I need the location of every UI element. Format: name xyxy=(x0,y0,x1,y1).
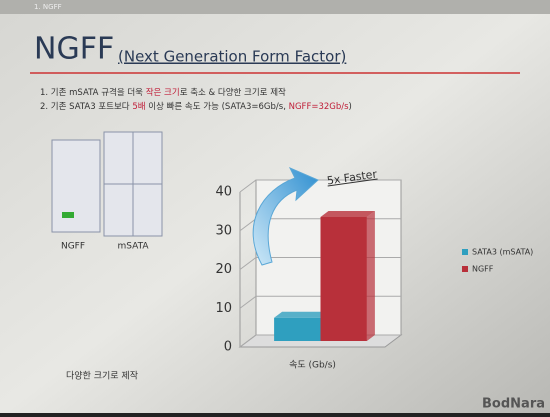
bullet-part: 로 축소 & 다양한 크기로 제작 xyxy=(180,87,286,98)
image-label: mSATA xyxy=(117,242,149,252)
y-tick-label: 40 xyxy=(215,185,232,200)
x-tick-label: 속도 (Gb/s) xyxy=(289,360,336,371)
image-caption: 다양한 크기로 제작 xyxy=(66,371,138,382)
bullet-part: 작은 크기 xyxy=(146,87,180,98)
bullet-part: NGFF=32Gb/s xyxy=(289,102,350,112)
image-label: NGFF xyxy=(61,242,85,252)
bar-top xyxy=(320,211,375,217)
y-tick-label: 30 xyxy=(215,223,232,238)
legend-swatch xyxy=(462,266,468,272)
bullet-part: 2. 기존 SATA3 포트보다 xyxy=(40,102,132,112)
legend-label: NGFF xyxy=(472,265,494,274)
header: 1. NGFF xyxy=(34,3,62,11)
header-bar xyxy=(0,0,550,14)
bullet-part: 이상 빠른 속도 가능 (SATA3=6Gb/s, xyxy=(146,101,289,112)
bullet: 2. 기존 SATA3 포트보다 5배 이상 빠른 속도 가능 (SATA3=6… xyxy=(40,101,352,112)
y-tick-label: 0 xyxy=(224,340,232,355)
bullet: 1. 기존 mSATA 규격을 더욱 작은 크기로 축소 & 다양한 크기로 제… xyxy=(40,87,286,98)
bar xyxy=(274,317,321,341)
bullet-part: ) xyxy=(349,102,352,112)
legend-swatch xyxy=(462,249,468,255)
y-tick-label: 10 xyxy=(215,301,232,316)
subtitle: (Next Generation Form Factor) xyxy=(118,48,346,66)
bullet-part: 1. 기존 mSATA 규격을 더욱 xyxy=(40,87,146,98)
y-tick-label: 20 xyxy=(215,262,232,277)
bar-side xyxy=(366,211,375,341)
bar-top xyxy=(274,311,329,318)
bullet-part: 5배 xyxy=(132,102,145,112)
legend-label: SATA3 (mSATA) xyxy=(472,248,533,257)
arrow xyxy=(252,167,319,266)
device-images xyxy=(51,131,163,237)
title: NGFF xyxy=(34,32,114,67)
watermark: BodNara xyxy=(482,397,545,412)
grid-line xyxy=(239,179,401,193)
bar xyxy=(320,217,367,341)
